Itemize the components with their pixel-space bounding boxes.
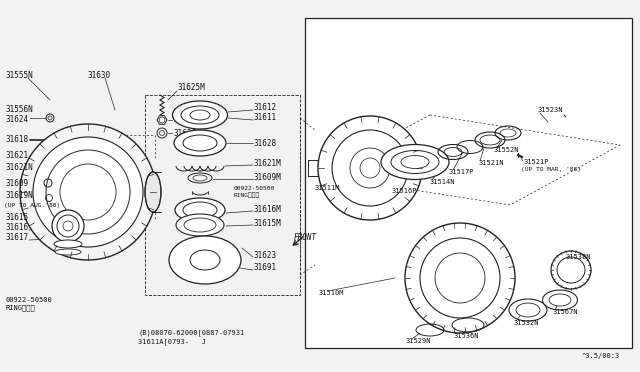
Text: 31521N: 31521N — [479, 160, 504, 166]
Text: 31621M: 31621M — [254, 160, 282, 169]
Text: (UP TO AUG.'88): (UP TO AUG.'88) — [4, 202, 60, 208]
Text: 00922-50500: 00922-50500 — [5, 297, 52, 303]
Ellipse shape — [176, 214, 224, 236]
Text: 31617: 31617 — [5, 234, 28, 243]
Text: 31567N: 31567N — [553, 309, 579, 315]
Text: RINGリング: RINGリング — [5, 305, 35, 311]
Circle shape — [52, 210, 84, 242]
Ellipse shape — [169, 236, 241, 284]
Text: ^3.5/00:3: ^3.5/00:3 — [582, 353, 620, 359]
Text: 31538N: 31538N — [566, 254, 591, 260]
Circle shape — [405, 223, 515, 333]
Ellipse shape — [54, 240, 82, 248]
Ellipse shape — [174, 130, 226, 156]
Ellipse shape — [145, 172, 161, 212]
Ellipse shape — [551, 251, 591, 289]
Text: RINGリング: RINGリング — [234, 192, 260, 198]
Ellipse shape — [173, 101, 227, 129]
Text: 31615: 31615 — [5, 214, 28, 222]
Text: 00922-50500: 00922-50500 — [234, 186, 275, 190]
Ellipse shape — [175, 198, 225, 222]
Circle shape — [20, 124, 156, 260]
Text: 31628: 31628 — [254, 138, 277, 148]
Text: 31611: 31611 — [254, 113, 277, 122]
Text: (B)08070-62000[0887-07931: (B)08070-62000[0887-07931 — [138, 330, 244, 336]
Text: 31615M: 31615M — [254, 219, 282, 228]
Text: 31625M: 31625M — [178, 83, 205, 93]
Text: 31616: 31616 — [5, 224, 28, 232]
Ellipse shape — [55, 249, 81, 255]
Text: FRONT: FRONT — [294, 232, 317, 241]
Text: 31511M: 31511M — [315, 185, 340, 191]
Text: 31624: 31624 — [5, 115, 28, 125]
Text: 31616M: 31616M — [254, 205, 282, 215]
Text: 31536N: 31536N — [454, 333, 479, 339]
Bar — [305, 18, 632, 348]
Circle shape — [33, 137, 143, 247]
Text: 31626: 31626 — [174, 128, 197, 138]
Text: 31556N: 31556N — [5, 106, 33, 115]
Bar — [145, 95, 300, 295]
Circle shape — [318, 116, 422, 220]
Text: 31609M: 31609M — [254, 173, 282, 183]
Ellipse shape — [381, 144, 449, 180]
Text: 31516P: 31516P — [392, 188, 417, 194]
Text: 31621: 31621 — [5, 151, 28, 160]
Text: 31521P: 31521P — [524, 159, 550, 165]
Text: 31532N: 31532N — [514, 320, 540, 326]
Text: (UP TO MAR, '88): (UP TO MAR, '88) — [521, 167, 581, 173]
Text: 31618: 31618 — [5, 135, 28, 144]
Text: 31555N: 31555N — [5, 71, 33, 80]
Text: 31691: 31691 — [254, 263, 277, 273]
Text: 31619N: 31619N — [5, 192, 33, 201]
Text: 31611A[0793-   J: 31611A[0793- J — [138, 339, 206, 345]
Text: 31612: 31612 — [254, 103, 277, 112]
Text: 31552N: 31552N — [494, 147, 520, 153]
Text: 31523N: 31523N — [538, 107, 563, 113]
Text: 31510M: 31510M — [319, 290, 344, 296]
Text: 31621N: 31621N — [5, 164, 33, 173]
Text: 31517P: 31517P — [449, 169, 474, 175]
Text: 31514N: 31514N — [430, 179, 456, 185]
Text: 31609: 31609 — [5, 179, 28, 187]
Text: N08911-1401A: N08911-1401A — [174, 117, 225, 123]
Text: 31623: 31623 — [254, 250, 277, 260]
Text: 31529N: 31529N — [406, 338, 431, 344]
Text: 31630: 31630 — [88, 71, 111, 80]
